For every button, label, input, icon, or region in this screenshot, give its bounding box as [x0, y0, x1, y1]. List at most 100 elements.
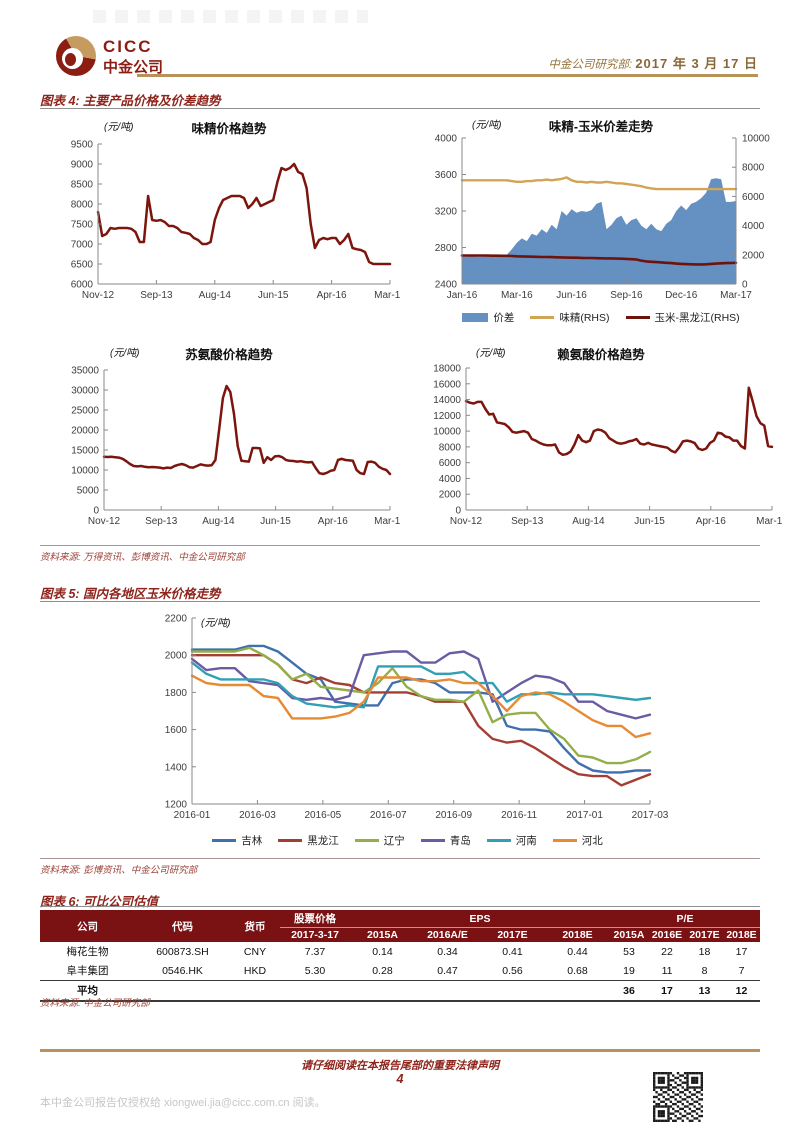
svg-text:Sep-13: Sep-13	[145, 516, 178, 527]
table-cell: 600873.SH	[156, 945, 209, 958]
svg-text:Apr-16: Apr-16	[317, 290, 347, 301]
chart-title: 味精价格趋势	[191, 122, 267, 136]
svg-text:2000: 2000	[165, 651, 188, 662]
svg-text:8000: 8000	[439, 442, 462, 453]
table-cell: 19	[623, 964, 635, 977]
chart-title: 苏氨酸价格趋势	[185, 348, 273, 362]
average-row: 平均 36 17 13 12	[40, 980, 761, 1001]
figure5-source-rule	[40, 858, 760, 859]
svg-text:1400: 1400	[165, 762, 188, 773]
col-eps-2017e: 2017E	[480, 927, 545, 942]
legend-label: 辽宁	[383, 835, 405, 847]
svg-text:0: 0	[93, 506, 99, 517]
legend-line-swatch	[212, 839, 237, 842]
table-cell: 梅花生物	[66, 946, 109, 958]
svg-text:3600: 3600	[435, 170, 458, 181]
col-pe-2017e: 2017E	[686, 927, 724, 942]
legend-label: 河北	[581, 835, 603, 847]
figure4-heading: 图表 4: 主要产品价格及价差趋势	[40, 94, 221, 108]
table-cell: 0.28	[372, 964, 393, 977]
qr-code	[653, 1072, 703, 1122]
svg-text:Nov-12: Nov-12	[450, 516, 483, 527]
legend-label: 玉米-黑龙江(RHS)	[654, 312, 740, 324]
svg-text:Jan-16: Jan-16	[447, 290, 478, 301]
table-cell: 0.41	[502, 945, 523, 958]
threonine-plot: 0 5000 10000 15000 20000 25000 30000 35000 Nov-1…	[71, 366, 406, 528]
svg-text:35000: 35000	[71, 366, 99, 377]
legend-label: 黑龙江	[307, 835, 339, 847]
threonine-chart: 苏氨酸价格趋势 (元/吨) 0 5000 10000 15000 20000 25000 3…	[58, 340, 406, 536]
table-cell: 0546.HK	[162, 964, 203, 977]
footer-legal-notice: 请仔细阅读在本报告尾部的重要法律声明	[301, 1060, 499, 1072]
legend-item: 河南	[486, 833, 537, 848]
svg-text:Dec-16: Dec-16	[665, 290, 698, 301]
col-pe-2016e: 2016E	[648, 927, 687, 942]
col-pe-2015a: 2015A	[610, 927, 649, 942]
svg-text:7000: 7000	[71, 240, 94, 251]
table-cell: 12	[723, 980, 761, 1001]
table-cell: 平均	[40, 980, 135, 1001]
svg-text:2017-03: 2017-03	[632, 810, 669, 821]
svg-text:Aug-14: Aug-14	[202, 516, 235, 527]
legend-item: 河北	[552, 833, 603, 848]
corn-price-plot: 1200 1400 1600 1800 2000 2200 2016-01 2016-03 20…	[165, 614, 669, 822]
svg-text:Sep-13: Sep-13	[511, 516, 544, 527]
legend-label: 吉林	[241, 835, 263, 847]
svg-text:Aug-14: Aug-14	[572, 516, 605, 527]
col-eps-2015a: 2015A	[350, 927, 415, 942]
svg-text:2400: 2400	[435, 280, 458, 291]
legend-line-swatch	[354, 839, 379, 842]
table-cell: 0.44	[567, 945, 588, 958]
figure6-source: 资料来源: 中金公司研究部	[40, 998, 150, 1009]
table-cell: 5.30	[304, 964, 326, 977]
logo-text-cn: 中金公司	[103, 59, 164, 76]
table-row: 阜丰集团 0546.HK HKD 5.30 0.28 0.47 0.56 0.68 19 11 8 7	[40, 961, 760, 981]
legend-area-swatch	[462, 313, 489, 322]
figure4-source-rule	[40, 545, 760, 546]
svg-text:2016-05: 2016-05	[305, 810, 342, 821]
authorization-text: 本中金公司报告仅授权给 xiongwei.jia@cicc.com.cn 阅读。	[40, 1097, 326, 1109]
svg-text:Mar-17: Mar-17	[374, 290, 400, 301]
legend-item: 辽宁	[354, 833, 405, 848]
svg-text:6000: 6000	[742, 192, 765, 203]
svg-text:9000: 9000	[71, 160, 94, 171]
col-currency: 货币	[230, 910, 280, 942]
figure4-heading-rule	[40, 108, 760, 109]
col-company: 公司	[40, 910, 135, 942]
figure4-source: 资料来源: 万得资讯、彭博资讯、中金公司研究部	[40, 552, 245, 563]
spread-legend: 价差 味精(RHS) 玉米-黑龙江(RHS)	[420, 310, 782, 325]
faint-watermark	[93, 10, 368, 23]
corn-price-chart: (元/吨) 1200 1400 1600 1800 2000 2200 2016-01 201…	[125, 606, 690, 830]
table-cell: 7.37	[304, 945, 326, 958]
svg-text:1600: 1600	[165, 725, 188, 736]
svg-text:6000: 6000	[439, 458, 462, 469]
legend-line-swatch	[278, 839, 303, 842]
svg-text:Mar-17: Mar-17	[374, 516, 400, 527]
svg-text:2800: 2800	[435, 243, 458, 254]
svg-text:2016-09: 2016-09	[435, 810, 472, 821]
legend-label: 青岛	[449, 835, 471, 847]
svg-text:2200: 2200	[165, 614, 188, 625]
logo-text-en: CICC	[103, 37, 153, 56]
svg-text:18000: 18000	[433, 364, 461, 375]
svg-text:Nov-12: Nov-12	[88, 516, 121, 527]
legend-item: 黑龙江	[278, 833, 339, 848]
legend-item: 青岛	[420, 833, 471, 848]
figure6-heading: 图表 6: 可比公司估值	[40, 895, 159, 909]
svg-text:16000: 16000	[433, 379, 461, 390]
report-date: 2017 年 3 月 17 日	[635, 56, 758, 71]
svg-text:Mar-17: Mar-17	[756, 516, 782, 527]
legend-line-swatch	[420, 839, 445, 842]
svg-text:2000: 2000	[742, 250, 765, 261]
table-cell: 0.56	[502, 964, 523, 977]
table-cell: 13	[686, 980, 724, 1001]
table-cell	[545, 980, 611, 1001]
table-cell: 53	[623, 945, 635, 958]
svg-text:Apr-16: Apr-16	[696, 516, 726, 527]
table-cell	[230, 980, 280, 1001]
table-cell: 17	[735, 945, 748, 958]
page-number: 4	[396, 1072, 404, 1086]
footer-rule	[40, 1049, 760, 1052]
table-cell: 0.34	[437, 945, 458, 958]
svg-text:2016-11: 2016-11	[501, 810, 537, 821]
